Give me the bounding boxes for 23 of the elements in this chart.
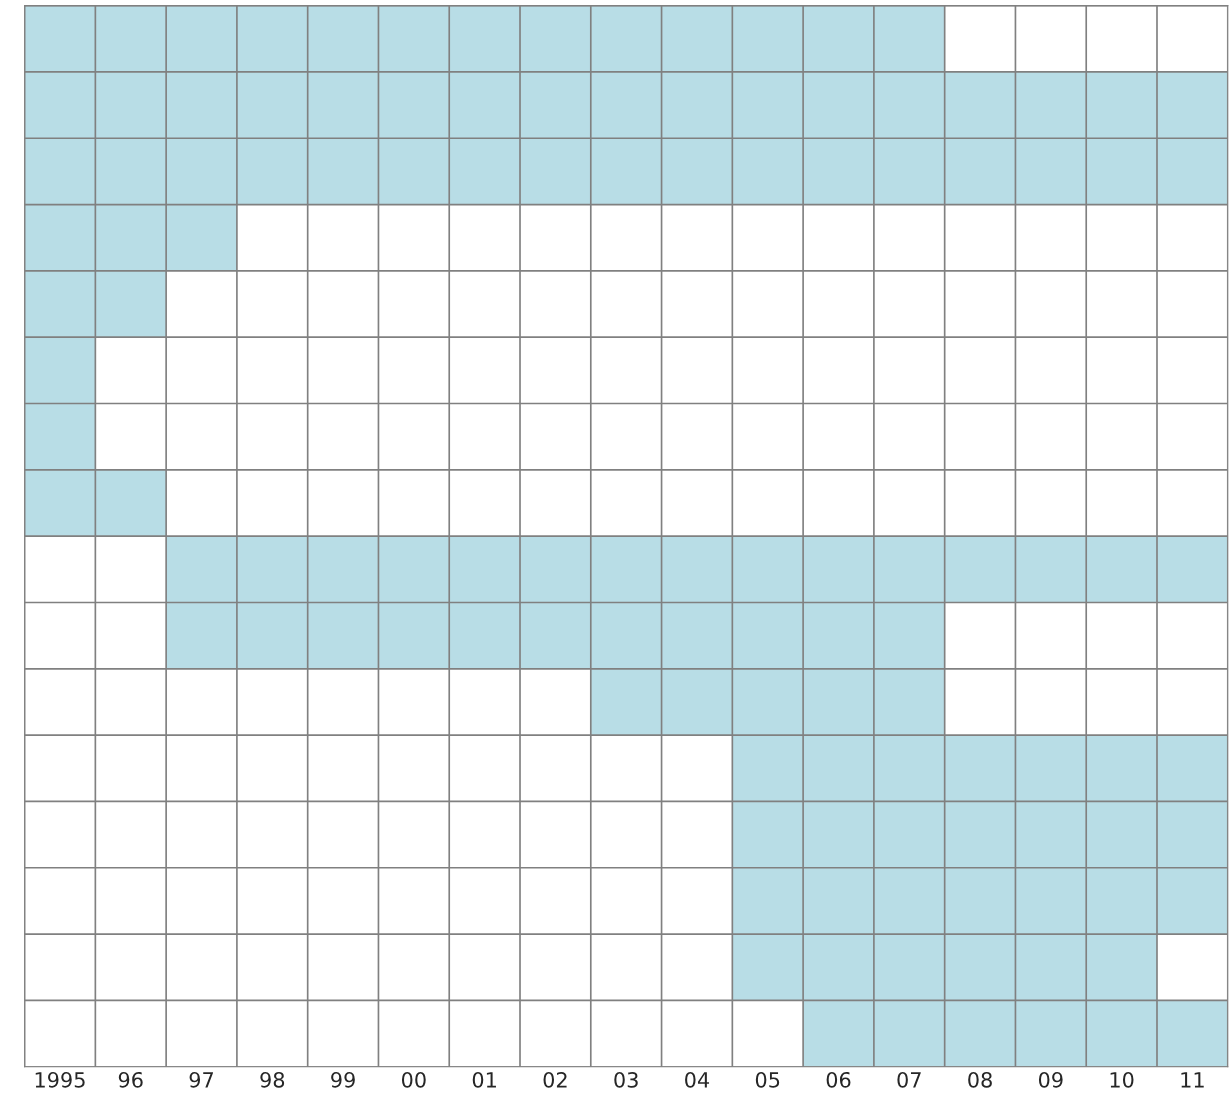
x-tick-label: 02 (543, 1071, 567, 1088)
x-tick-label: 05 (755, 1071, 780, 1088)
x-tick-label: 07 (897, 1071, 921, 1088)
x-tick-label: 04 (685, 1071, 710, 1088)
x-tick-label: 99 (331, 1071, 355, 1088)
x-tick-label: 98 (260, 1071, 285, 1088)
x-tick-label: 10 (1110, 1071, 1134, 1088)
x-tick-label: 11 (1181, 1072, 1204, 1088)
bar (24, 270, 167, 338)
bar (24, 469, 167, 537)
x-tick-label: 1995 (35, 1071, 85, 1088)
x-tick-label: 09 (1038, 1071, 1063, 1088)
x-tick-label: 97 (189, 1071, 213, 1088)
x-tick-label: 96 (118, 1071, 143, 1088)
x-tick-label: 06 (826, 1071, 851, 1088)
bar (24, 5, 945, 72)
bar (590, 668, 945, 736)
bar (732, 867, 1228, 935)
x-tick-label: 00 (401, 1071, 426, 1088)
x-tick-label: 03 (614, 1071, 638, 1088)
x-tick-label: 08 (968, 1071, 992, 1088)
bar (24, 71, 1228, 139)
x-tick-label: 01 (472, 1071, 496, 1088)
